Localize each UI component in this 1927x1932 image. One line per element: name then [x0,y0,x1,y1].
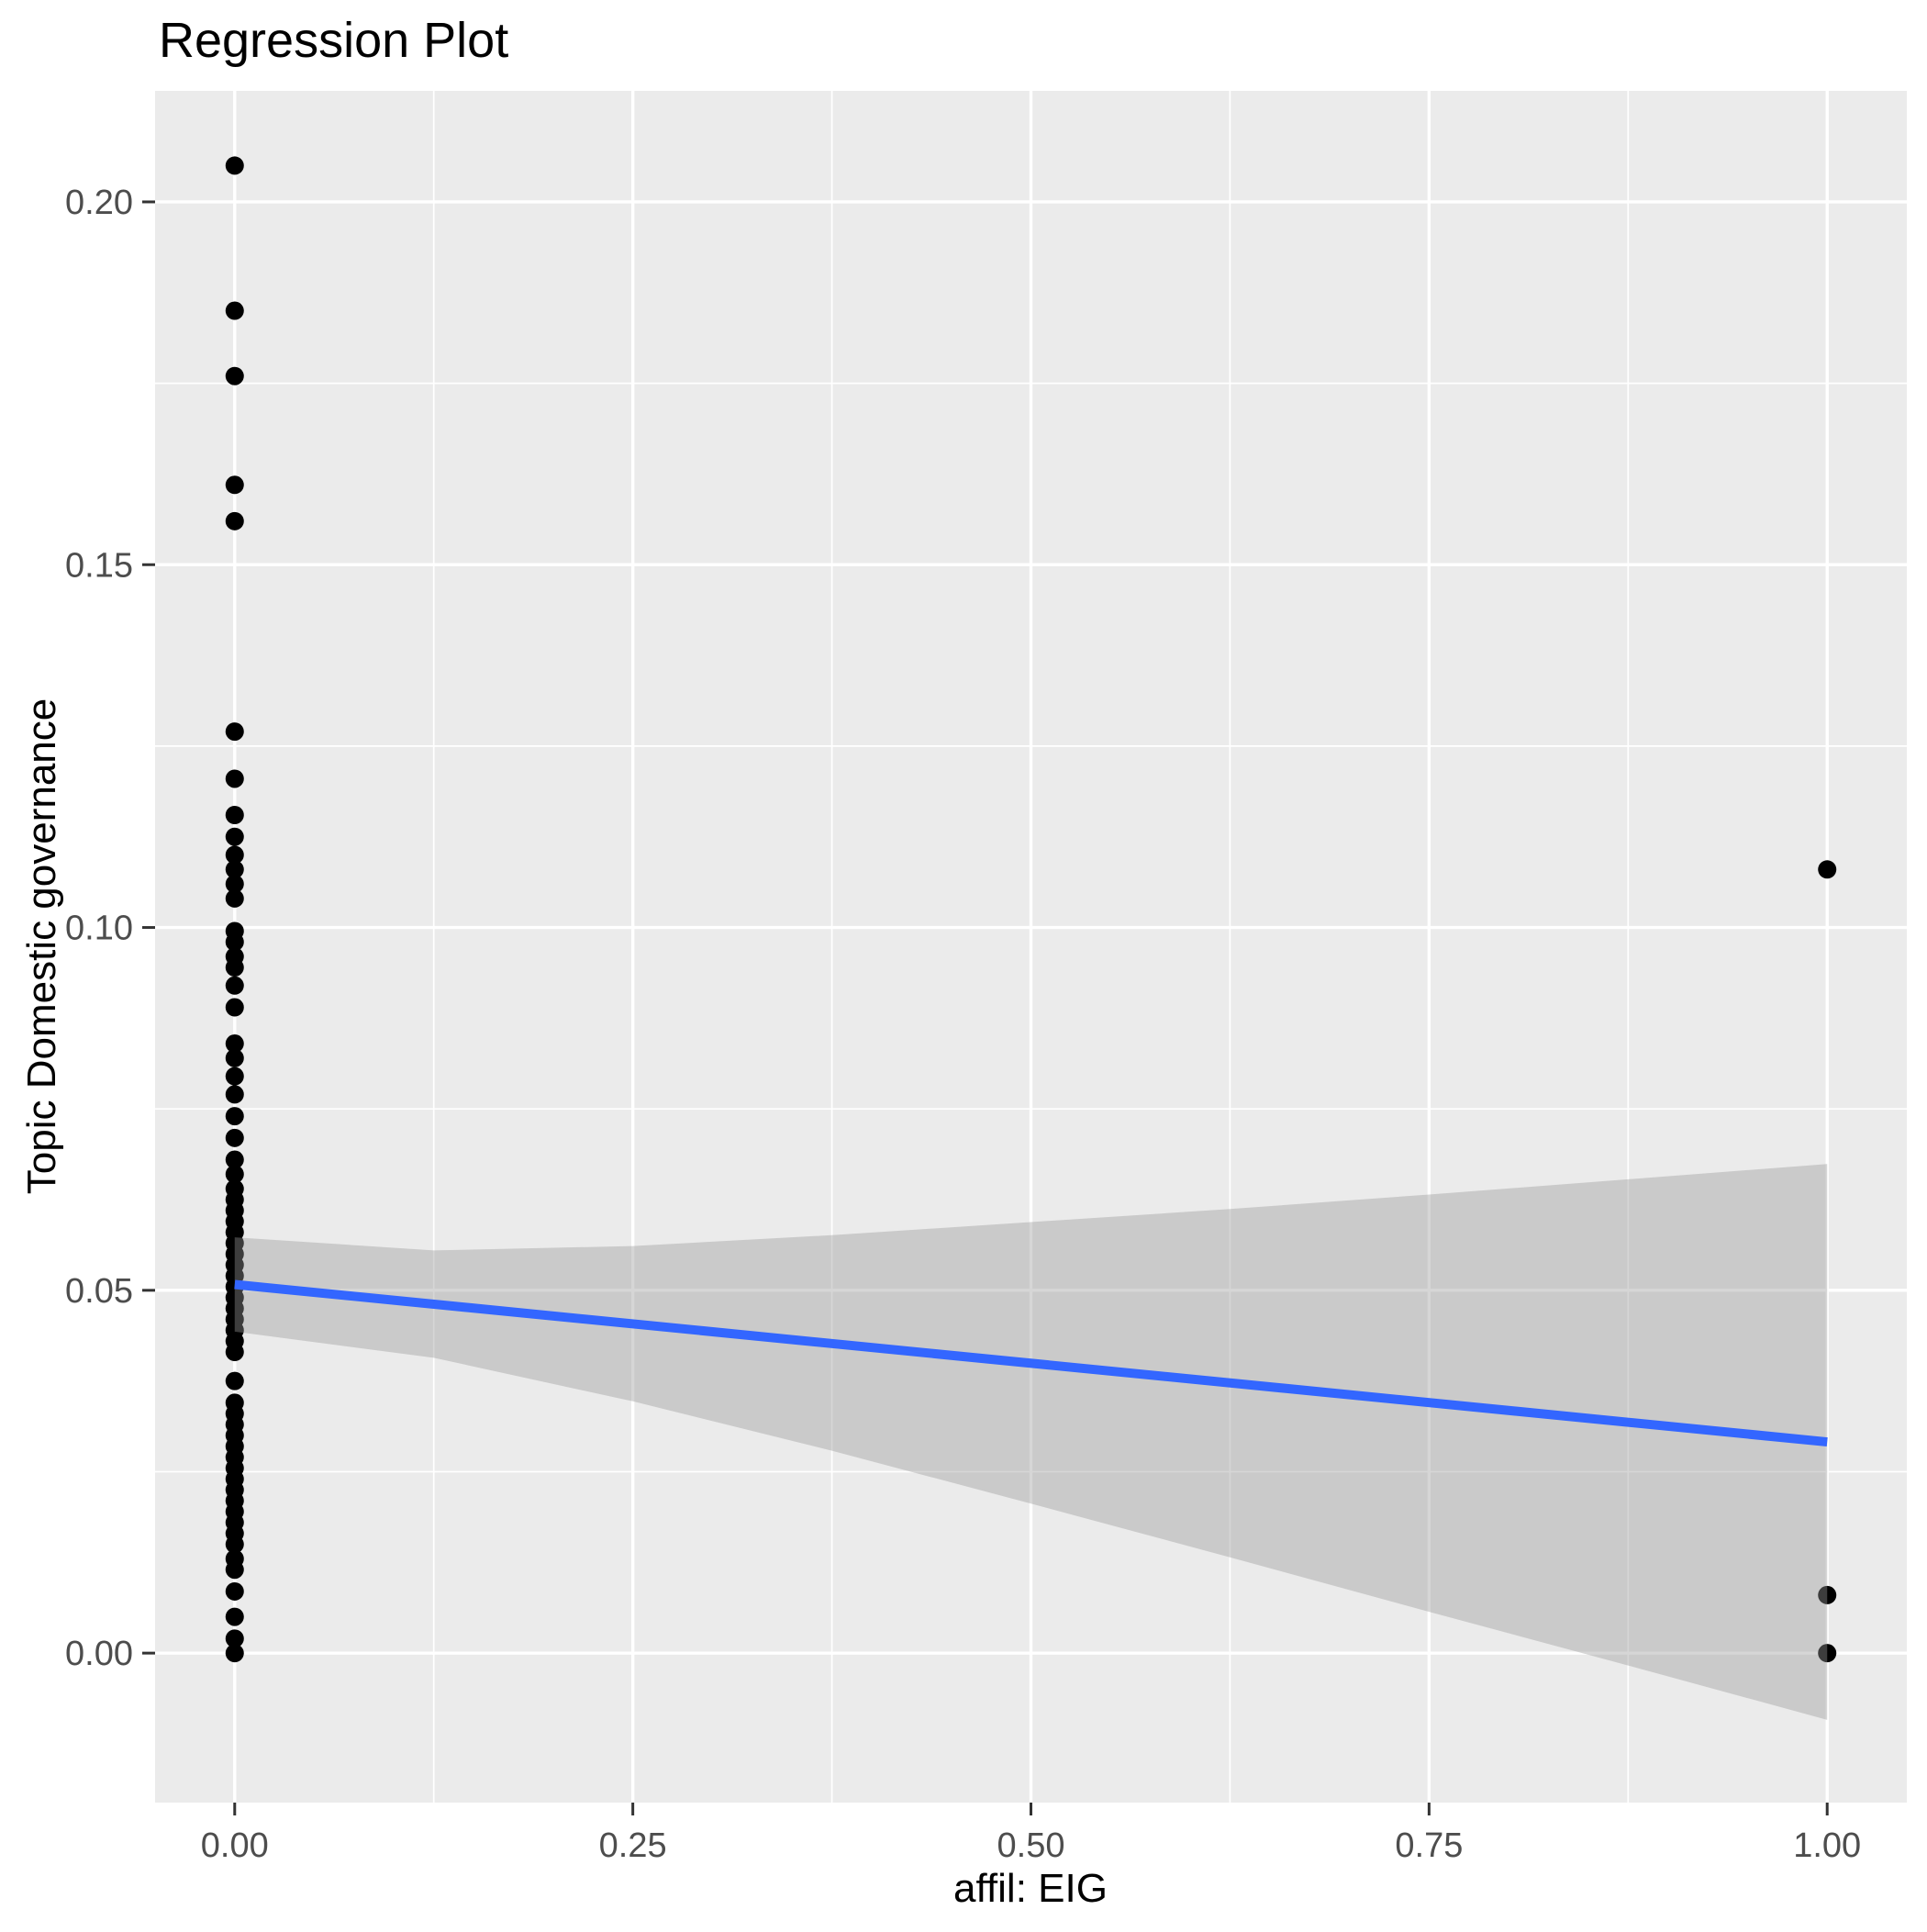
scatter-point [225,1034,244,1054]
scatter-point [225,875,244,894]
y-tick-label: 0.10 [65,910,133,948]
scatter-point [225,1607,244,1626]
regression-line [234,1279,1828,1447]
confidence-band-polygon [234,1164,1828,1720]
y-axis-title: Topic Domestic governance [19,698,64,1194]
scatter-point [225,301,244,320]
scatter-point [225,475,244,495]
x-tick-labels: 0.00 0.25 0.50 0.75 1.00 [201,1826,1861,1865]
plot-title: Regression Plot [159,13,508,68]
scatter-point [1818,860,1837,879]
scatter-point [1818,1644,1837,1663]
scatter-point [225,1560,244,1580]
scatter-point [225,1581,244,1601]
regression-line-path [234,1279,1828,1447]
scatter-point [225,1128,244,1147]
x-tick-label: 0.25 [599,1826,667,1865]
scatter-point [225,998,244,1017]
scatter-point [225,1629,244,1648]
y-axis-ticks [142,200,155,1655]
x-tick-label: 0.75 [1395,1826,1463,1865]
scatter-point [225,769,244,788]
y-tick-label: 0.20 [65,184,133,222]
x-tick-label: 0.50 [997,1826,1065,1865]
x-tick-label: 0.00 [201,1826,269,1865]
scatter-point [225,976,244,995]
scatter-point [1818,1585,1837,1604]
scatter-point [225,1343,244,1362]
scatter-point [225,156,244,175]
scatter-point [225,1371,244,1390]
x-axis-ticks [233,1803,1829,1815]
x-axis-title: affil: EIG [953,1866,1108,1911]
scatter-point [225,888,244,908]
scatter-point [225,1150,244,1169]
scatter-point [225,366,244,385]
scatter-point [225,1085,244,1104]
scatter-point [225,1067,244,1086]
scatter-point [225,722,244,742]
scatter-point [225,932,244,952]
scatter-point [225,806,244,825]
scatter-point [225,860,244,879]
scatter-point [225,1048,244,1067]
scatter-point [225,845,244,865]
scatter-point [225,1535,244,1554]
x-tick-label: 1.00 [1793,1826,1861,1865]
y-tick-label: 0.15 [65,546,133,585]
y-tick-label: 0.05 [65,1272,133,1311]
y-tick-label: 0.00 [65,1635,133,1673]
scatter-points [225,156,1837,1663]
confidence-band [234,1164,1828,1720]
scatter-point [225,1107,244,1126]
scatter-point [225,1165,244,1184]
y-tick-labels: 0.00 0.05 0.10 0.15 0.20 [65,184,133,1673]
scatter-point [225,511,244,530]
scatter-point [225,1644,244,1663]
scatter-point [225,958,244,977]
scatter-point [225,827,244,846]
